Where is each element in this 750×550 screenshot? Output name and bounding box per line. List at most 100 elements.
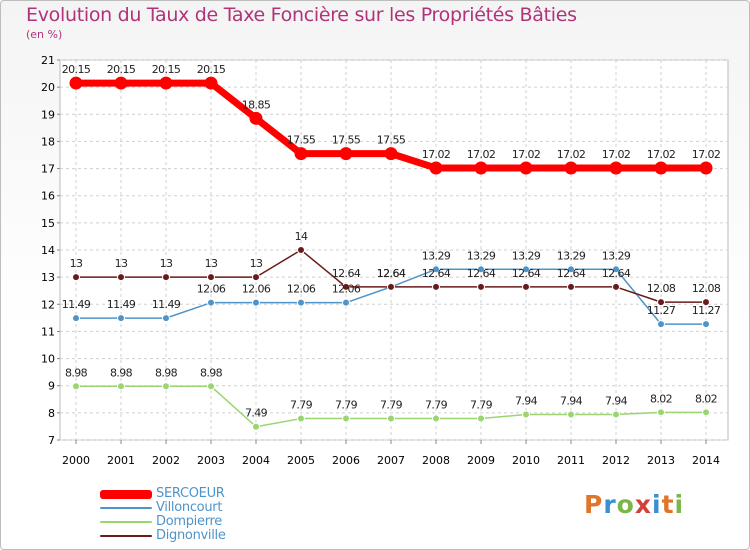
data-label-dompierre: 7.79	[335, 399, 358, 412]
data-label-dompierre: 8.98	[65, 366, 88, 379]
data-point-sercoeur	[294, 147, 308, 161]
y-tick-label: 14	[41, 244, 55, 257]
x-tick-label: 2000	[62, 454, 90, 467]
y-tick-label: 16	[41, 190, 55, 203]
data-point-dompierre	[657, 408, 665, 417]
data-label-dignonville: 12.08	[647, 282, 676, 295]
y-tick-label: 8	[48, 407, 55, 420]
data-point-villoncourt	[297, 298, 305, 307]
data-point-villoncourt	[117, 314, 125, 323]
proxiti-logo: Proxiti	[584, 490, 684, 519]
data-point-dignonville	[567, 282, 575, 291]
logo-letter: P	[584, 490, 604, 519]
x-tick-label: 2006	[332, 454, 360, 467]
data-label-dompierre: 7.79	[470, 399, 493, 412]
data-label-dompierre: 7.94	[560, 394, 583, 407]
data-point-dignonville	[297, 246, 305, 254]
data-label-dompierre: 8.02	[695, 392, 717, 405]
data-label-dignonville: 13	[160, 257, 173, 270]
data-label-sercoeur: 18.85	[242, 98, 271, 111]
data-point-villoncourt	[342, 298, 350, 307]
x-tick-label: 2014	[692, 454, 720, 467]
data-label-dompierre: 7.94	[515, 394, 538, 407]
data-point-sercoeur	[564, 161, 578, 175]
y-tick-label: 19	[41, 108, 55, 121]
data-label-dignonville: 12.64	[557, 267, 586, 280]
data-point-dompierre	[612, 410, 620, 419]
data-label-dompierre: 8.98	[155, 366, 178, 379]
x-tick-label: 2013	[647, 454, 675, 467]
data-point-villoncourt	[477, 265, 485, 274]
data-point-sercoeur	[384, 147, 398, 161]
data-label-dignonville: 12.64	[377, 267, 406, 280]
data-point-dompierre	[162, 382, 170, 391]
data-label-villoncourt: 12.06	[287, 283, 316, 296]
legend-item: SERCOEUR	[100, 487, 226, 501]
data-point-villoncourt	[162, 314, 170, 323]
x-tick-label: 2003	[197, 454, 225, 467]
data-point-villoncourt	[72, 314, 80, 323]
data-point-dignonville	[117, 273, 125, 282]
data-label-villoncourt: 13.29	[467, 249, 496, 262]
data-point-dignonville	[252, 273, 260, 282]
data-point-sercoeur	[114, 76, 128, 90]
data-point-dompierre	[432, 414, 440, 423]
y-tick-label: 9	[48, 380, 55, 393]
data-label-dignonville: 13	[205, 257, 218, 270]
legend-label: Dignonville	[156, 528, 226, 543]
data-point-dompierre	[297, 414, 305, 423]
data-label-dignonville: 13	[115, 257, 128, 270]
data-point-dompierre	[252, 422, 260, 431]
logo-letter: i	[652, 490, 662, 519]
x-tick-label: 2011	[557, 454, 585, 467]
data-label-sercoeur: 17.55	[287, 134, 316, 147]
y-tick-label: 12	[41, 298, 55, 311]
legend-label: Villoncourt	[156, 500, 223, 515]
data-label-villoncourt: 13.29	[422, 249, 451, 262]
data-label-villoncourt: 12.06	[332, 283, 361, 296]
data-point-dompierre	[387, 414, 395, 423]
data-point-sercoeur	[159, 76, 173, 90]
data-point-sercoeur	[204, 76, 218, 90]
data-label-villoncourt: 11.49	[152, 298, 181, 311]
legend: SERCOEUR Villoncourt Dompierre Dignonvil…	[100, 487, 226, 543]
data-label-villoncourt: 13.29	[557, 249, 586, 262]
data-point-sercoeur	[339, 147, 353, 161]
x-tick-label: 2008	[422, 454, 450, 467]
x-tick-label: 2007	[377, 454, 405, 467]
data-label-sercoeur: 17.02	[467, 148, 496, 161]
data-point-sercoeur	[69, 76, 83, 90]
data-label-dompierre: 8.98	[200, 366, 223, 379]
legend-item: Villoncourt	[100, 501, 226, 515]
data-label-dompierre: 8.02	[650, 392, 672, 405]
data-point-villoncourt	[432, 265, 440, 274]
data-point-villoncourt	[207, 298, 215, 307]
data-point-sercoeur	[429, 161, 443, 175]
data-label-sercoeur: 20.15	[197, 63, 226, 76]
data-point-sercoeur	[654, 161, 668, 175]
y-tick-label: 10	[41, 353, 55, 366]
legend-label: SERCOEUR	[156, 486, 225, 501]
y-tick-label: 13	[41, 271, 55, 284]
data-label-dignonville: 12.64	[467, 267, 496, 280]
data-point-villoncourt	[702, 320, 710, 329]
data-point-dompierre	[567, 410, 575, 419]
data-point-dompierre	[207, 382, 215, 391]
data-point-villoncourt	[657, 320, 665, 329]
legend-label: Dompierre	[156, 514, 222, 529]
x-tick-label: 2005	[287, 454, 315, 467]
x-tick-label: 2010	[512, 454, 540, 467]
data-label-dompierre: 7.79	[425, 399, 448, 412]
x-tick-label: 2002	[152, 454, 180, 467]
x-tick-label: 2009	[467, 454, 495, 467]
data-label-dignonville: 14	[295, 230, 308, 243]
data-label-villoncourt: 13.29	[512, 249, 541, 262]
legend-item: Dignonville	[100, 529, 226, 543]
data-point-villoncourt	[522, 265, 530, 274]
data-label-sercoeur: 20.15	[107, 63, 136, 76]
data-point-dignonville	[522, 282, 530, 291]
data-label-villoncourt: 12.06	[242, 283, 271, 296]
logo-letter: t	[661, 490, 675, 519]
data-point-dignonville	[162, 273, 170, 282]
